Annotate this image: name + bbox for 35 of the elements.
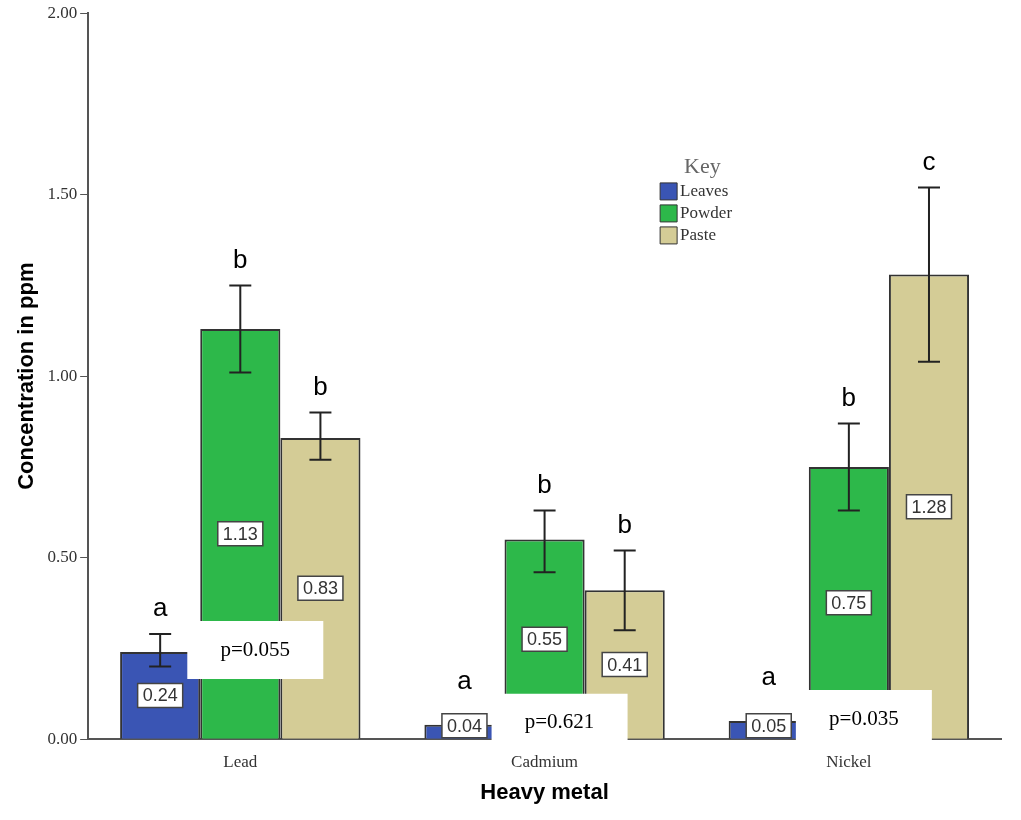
annotation: p=0.621 bbox=[524, 709, 595, 734]
y-tick-label: 1.50 bbox=[47, 184, 78, 204]
x-axis-title: Heavy metal bbox=[480, 778, 609, 804]
legend-label: Paste bbox=[680, 225, 717, 245]
data-label: 0.41 bbox=[607, 654, 643, 675]
annotation: c bbox=[922, 145, 936, 176]
legend-label: Leaves bbox=[680, 181, 729, 201]
annotation: b bbox=[313, 370, 328, 401]
annotation: a bbox=[457, 664, 473, 695]
data-label: 0.83 bbox=[302, 578, 338, 599]
annotation: b bbox=[537, 468, 552, 499]
data-label: 0.55 bbox=[527, 629, 563, 650]
annotation: b bbox=[841, 381, 857, 412]
annotation: b bbox=[617, 508, 632, 539]
data-label: 1.28 bbox=[911, 496, 947, 517]
y-axis-title: Concentration in ppm bbox=[13, 262, 39, 490]
annotation: b bbox=[233, 243, 248, 274]
y-tick-label: 1.00 bbox=[47, 365, 78, 385]
data-label: 0.05 bbox=[751, 715, 787, 736]
data-label: 0.04 bbox=[446, 715, 482, 736]
legend-label: Powder bbox=[680, 203, 733, 223]
x-tick-label: Lead bbox=[223, 751, 258, 771]
annotation: p=0.055 bbox=[220, 636, 291, 661]
y-tick-label: 0.00 bbox=[47, 728, 78, 748]
x-tick-label: Nickel bbox=[826, 751, 872, 771]
y-tick-label: 0.50 bbox=[47, 547, 78, 567]
legend-title: Key bbox=[684, 152, 721, 178]
x-tick-label: Cadmium bbox=[511, 751, 579, 771]
annotation: p=0.035 bbox=[829, 705, 899, 730]
y-tick-label: 2.00 bbox=[47, 2, 78, 22]
data-label: 1.13 bbox=[222, 523, 258, 544]
annotation: a bbox=[761, 661, 777, 692]
data-label: 0.75 bbox=[831, 592, 867, 613]
data-label: 0.24 bbox=[142, 685, 178, 706]
annotation: a bbox=[152, 592, 168, 623]
